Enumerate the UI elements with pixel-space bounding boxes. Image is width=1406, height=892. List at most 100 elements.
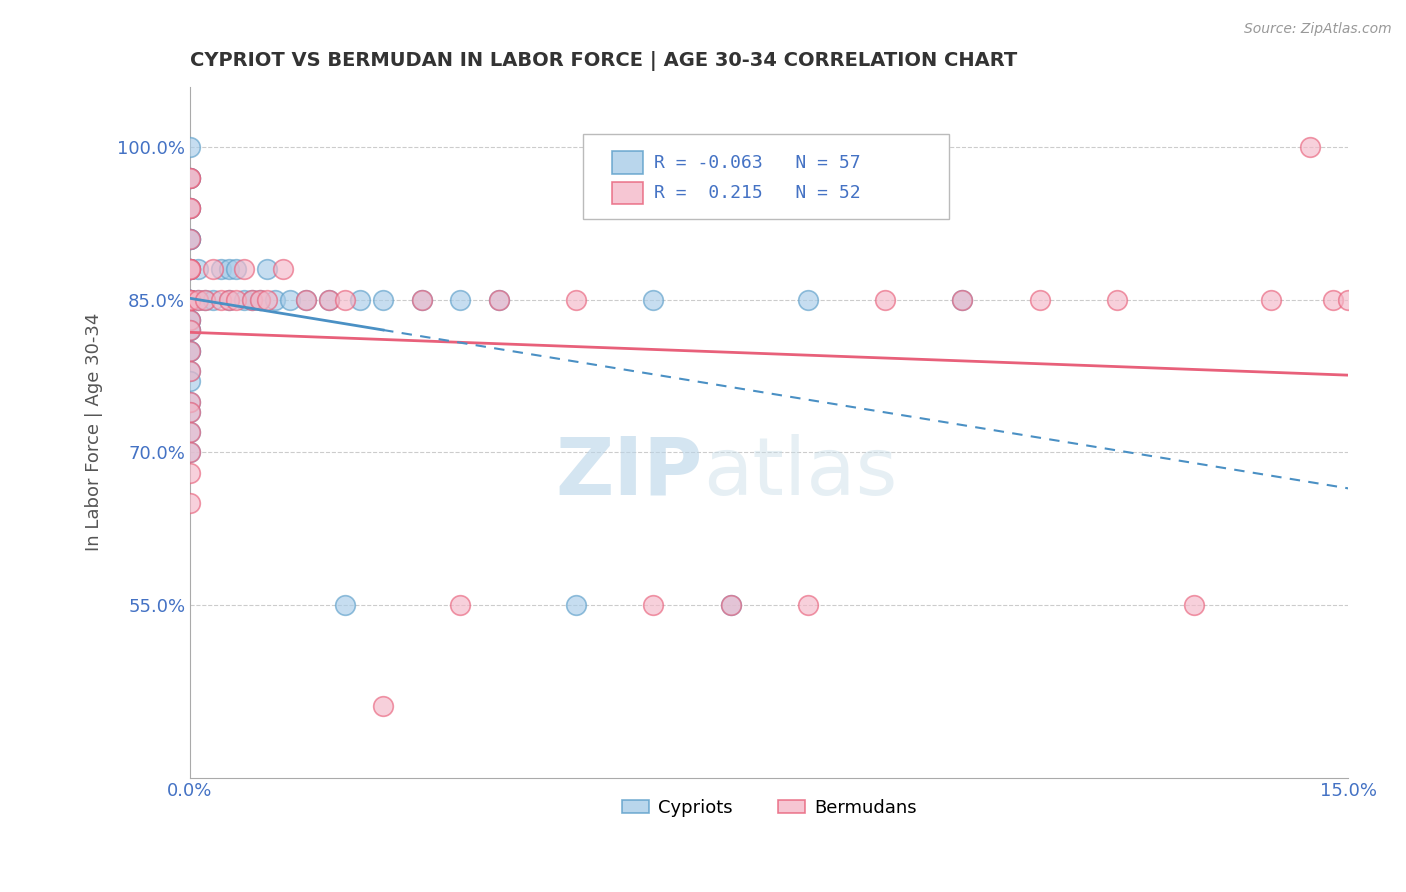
Point bbox=[179, 343, 201, 358]
Point bbox=[179, 171, 201, 186]
Point bbox=[179, 262, 201, 277]
Point bbox=[233, 262, 256, 277]
Point bbox=[179, 232, 201, 246]
Point bbox=[179, 232, 201, 246]
Y-axis label: In Labor Force | Age 30-34: In Labor Force | Age 30-34 bbox=[86, 313, 103, 551]
Point bbox=[179, 293, 201, 307]
Point bbox=[179, 293, 201, 307]
Point bbox=[179, 496, 201, 510]
Point bbox=[333, 293, 356, 307]
Point bbox=[179, 445, 201, 459]
Point bbox=[194, 293, 217, 307]
Point bbox=[1322, 293, 1344, 307]
Point bbox=[179, 343, 201, 358]
Text: R = -0.063   N = 57: R = -0.063 N = 57 bbox=[654, 153, 860, 171]
Point bbox=[179, 262, 201, 277]
Point bbox=[225, 293, 247, 307]
Point bbox=[565, 293, 588, 307]
Point bbox=[333, 598, 356, 612]
Point bbox=[271, 262, 294, 277]
Point bbox=[371, 699, 394, 714]
Point bbox=[488, 293, 510, 307]
Point bbox=[240, 293, 263, 307]
Point bbox=[179, 262, 201, 277]
Point bbox=[179, 171, 201, 186]
Point bbox=[875, 293, 897, 307]
Point bbox=[218, 293, 240, 307]
Point bbox=[179, 202, 201, 216]
Point bbox=[179, 293, 201, 307]
Point bbox=[720, 598, 742, 612]
Text: R =  0.215   N = 52: R = 0.215 N = 52 bbox=[654, 184, 860, 202]
Point bbox=[194, 293, 217, 307]
Point bbox=[179, 202, 201, 216]
Point bbox=[1105, 293, 1128, 307]
Point bbox=[1260, 293, 1282, 307]
Point bbox=[179, 343, 201, 358]
Point bbox=[179, 293, 201, 307]
Point bbox=[318, 293, 340, 307]
Point bbox=[225, 262, 247, 277]
Text: ZIP: ZIP bbox=[555, 434, 703, 512]
Point bbox=[411, 293, 433, 307]
Point bbox=[179, 425, 201, 439]
Point bbox=[179, 293, 201, 307]
Point bbox=[950, 293, 973, 307]
Point bbox=[209, 262, 232, 277]
Point bbox=[187, 262, 209, 277]
Point bbox=[264, 293, 287, 307]
Point bbox=[179, 313, 201, 327]
Point bbox=[179, 293, 201, 307]
Point bbox=[179, 394, 201, 409]
Point bbox=[179, 140, 201, 154]
Point bbox=[179, 445, 201, 459]
Point bbox=[449, 598, 471, 612]
Point bbox=[179, 313, 201, 327]
Point bbox=[179, 425, 201, 439]
Point bbox=[179, 323, 201, 337]
Point bbox=[179, 405, 201, 419]
Point bbox=[349, 293, 371, 307]
Point bbox=[179, 232, 201, 246]
Point bbox=[179, 323, 201, 337]
Point bbox=[179, 394, 201, 409]
Point bbox=[643, 598, 665, 612]
Point bbox=[797, 598, 820, 612]
Legend: Cypriots, Bermudans: Cypriots, Bermudans bbox=[614, 791, 924, 824]
Point bbox=[179, 262, 201, 277]
Point bbox=[1337, 293, 1360, 307]
Point bbox=[318, 293, 340, 307]
Point bbox=[950, 293, 973, 307]
Point bbox=[179, 171, 201, 186]
Point bbox=[797, 293, 820, 307]
Point bbox=[295, 293, 318, 307]
Point bbox=[371, 293, 394, 307]
Point bbox=[256, 262, 278, 277]
Point bbox=[202, 293, 225, 307]
Point bbox=[179, 262, 201, 277]
Point bbox=[411, 293, 433, 307]
Text: atlas: atlas bbox=[703, 434, 897, 512]
Point bbox=[179, 374, 201, 388]
Point bbox=[179, 232, 201, 246]
Point bbox=[187, 293, 209, 307]
Point bbox=[179, 405, 201, 419]
Text: CYPRIOT VS BERMUDAN IN LABOR FORCE | AGE 30-34 CORRELATION CHART: CYPRIOT VS BERMUDAN IN LABOR FORCE | AGE… bbox=[190, 51, 1018, 70]
Point bbox=[179, 293, 201, 307]
Point bbox=[179, 293, 201, 307]
Point bbox=[295, 293, 318, 307]
Point bbox=[240, 293, 263, 307]
Point bbox=[179, 364, 201, 378]
Point bbox=[280, 293, 302, 307]
Point bbox=[1028, 293, 1050, 307]
Point bbox=[249, 293, 271, 307]
Point bbox=[179, 364, 201, 378]
Point bbox=[209, 293, 232, 307]
Point bbox=[256, 293, 278, 307]
Point bbox=[179, 262, 201, 277]
Text: Source: ZipAtlas.com: Source: ZipAtlas.com bbox=[1244, 22, 1392, 37]
Point bbox=[249, 293, 271, 307]
Point bbox=[488, 293, 510, 307]
Point bbox=[179, 171, 201, 186]
Point bbox=[179, 262, 201, 277]
